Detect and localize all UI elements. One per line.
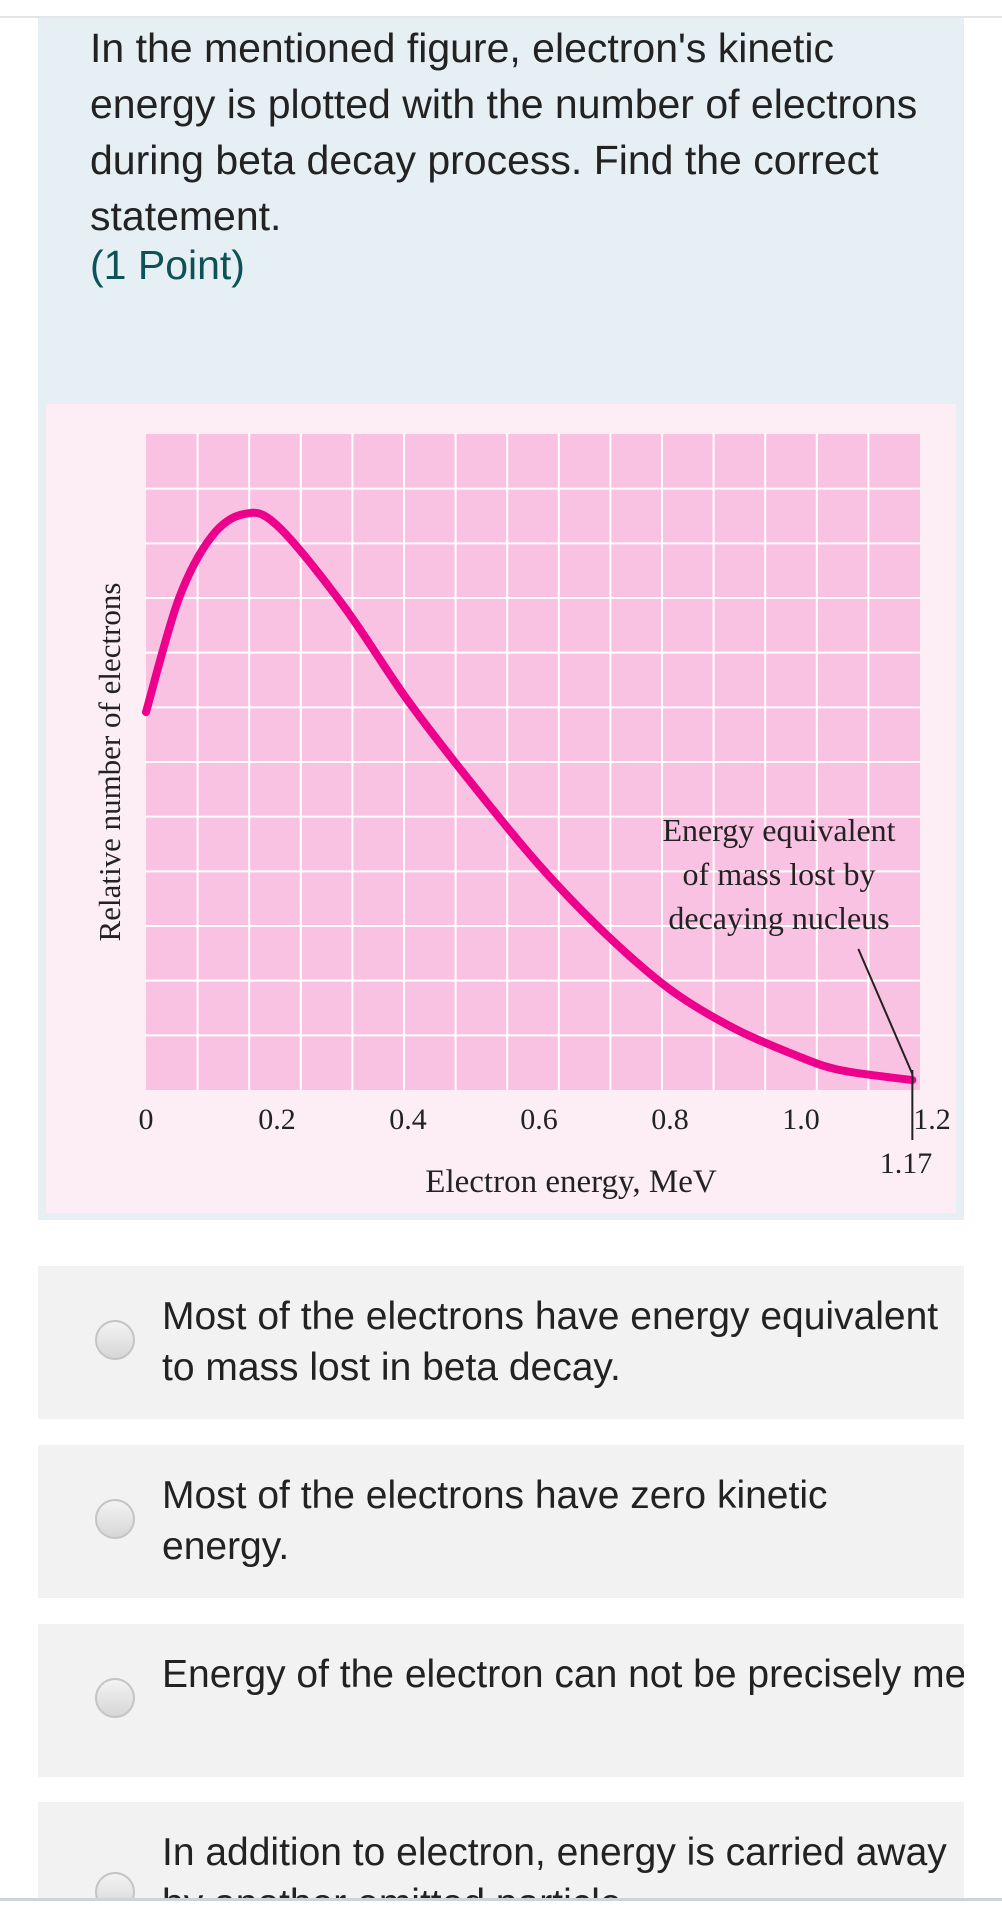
grid: [146, 434, 920, 1090]
annotation-pointer: [857, 948, 914, 1075]
x-tick-labels: 0 0.2 0.4 0.6 0.8 1.0 1.2: [139, 1103, 951, 1136]
answer-option[interactable]: Most of the electrons have zero kinetic …: [38, 1445, 964, 1598]
x-tick-label: 0.6: [520, 1103, 558, 1136]
option-label: Most of the electrons have zero kinetic …: [162, 1474, 828, 1568]
option-label: In addition to electron, energy is carri…: [162, 1831, 947, 1898]
radio-button[interactable]: [95, 1678, 135, 1718]
annotation-text: Energy equivalent of mass lost by decaying…: [662, 812, 895, 936]
answer-option[interactable]: In addition to electron, energy is carri…: [38, 1802, 964, 1898]
question-text: In the mentioned figure, electron's kine…: [90, 25, 918, 239]
endpoint-label: 1.17: [880, 1147, 933, 1180]
radio-button[interactable]: [95, 1320, 135, 1360]
top-divider: [0, 16, 1002, 18]
x-tick-label: 1.0: [782, 1103, 820, 1136]
radio-button[interactable]: [95, 1499, 135, 1539]
radio-button[interactable]: [95, 1872, 135, 1898]
y-axis-label: Relative number of electrons: [92, 583, 127, 942]
figure-panel: Energy equivalent of mass lost by decaying…: [46, 404, 956, 1213]
question-points: (1 Point): [90, 242, 245, 288]
annotation-line: of mass lost by: [683, 856, 876, 892]
x-tick-label: 0.2: [258, 1103, 296, 1136]
option-label: Most of the electrons have energy equiva…: [162, 1295, 939, 1389]
annotation-line: Energy equivalent: [662, 812, 895, 848]
annotation-line: decaying nucleus: [668, 900, 889, 936]
answer-option[interactable]: Most of the electrons have energy equiva…: [38, 1266, 964, 1419]
option-label: Energy of the electron can not be precis…: [162, 1653, 964, 1696]
answer-option[interactable]: Energy of the electron can not be precis…: [38, 1624, 964, 1777]
bottom-divider: [0, 1898, 1002, 1901]
x-axis-label: Electron energy, MeV: [425, 1164, 717, 1200]
spectrum-curve: [142, 508, 917, 1084]
beta-spectrum-chart: Energy equivalent of mass lost by decaying…: [92, 434, 951, 1200]
x-tick-label: 1.2: [913, 1103, 951, 1136]
x-tick-label: 0: [139, 1103, 154, 1136]
x-tick-label: 0.4: [389, 1103, 427, 1136]
x-tick-label: 0.8: [651, 1103, 689, 1136]
